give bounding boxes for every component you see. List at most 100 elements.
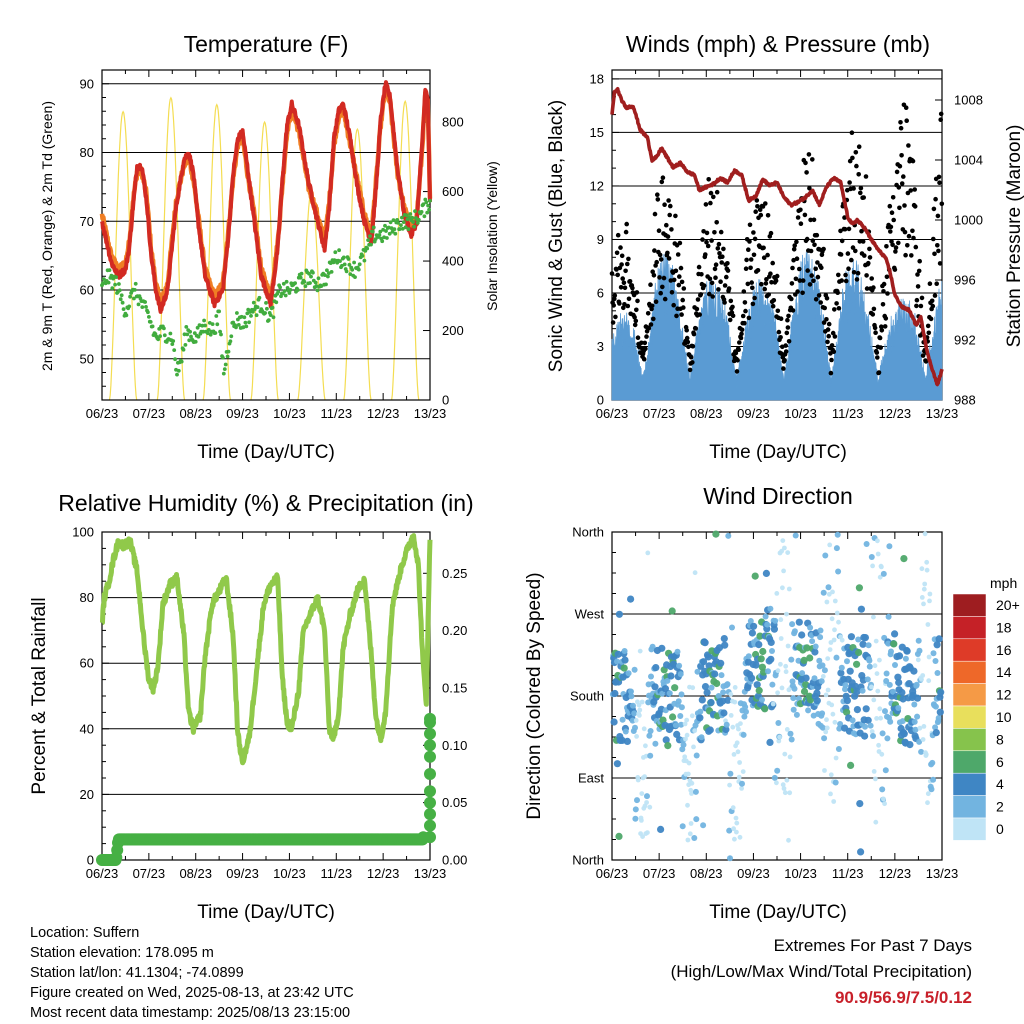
dewpoint-point [156,337,161,342]
gust-point [673,213,678,219]
gust-point [926,330,932,336]
direction-point [921,601,926,607]
direction-point [769,681,776,688]
direction-point [875,688,881,694]
gust-point [839,278,844,283]
direction-point [615,610,624,618]
gust-point [856,144,862,149]
gust-point [882,324,888,329]
direction-point [701,639,709,647]
gust-point [908,188,913,193]
direction-point [698,696,706,704]
direction-point [682,721,688,727]
gust-point [892,267,898,272]
direction-point [835,746,842,752]
y2-tick-label: 1004 [954,153,983,168]
gust-point [681,305,686,310]
direction-point [869,729,875,734]
direction-point [836,725,843,732]
direction-point [684,717,690,723]
direction-point [610,718,618,726]
gust-point [714,220,719,225]
direction-point [837,669,845,677]
direction-point [732,685,738,690]
y2-tick-label: 0.05 [442,795,467,810]
dewpoint-point [168,331,173,336]
direction-point [900,555,908,563]
dewpoint-point [184,325,189,329]
gust-point [701,283,707,288]
gust-point [738,335,744,341]
precip-points [96,712,436,866]
gust-point [838,252,844,257]
direction-point [891,630,899,638]
legend-label: 4 [996,776,1004,792]
direction-point [628,688,634,695]
direction-point [718,672,725,679]
direction-point [843,697,852,705]
gust-point [713,262,719,268]
dewpoint-point [243,320,248,325]
direction-point [872,663,878,669]
gust-point [828,370,834,376]
dewpoint-point [412,224,416,229]
direction-point [769,648,775,654]
dewpoint-point [428,198,432,203]
gust-point [741,289,747,294]
direction-point [926,678,932,684]
gust-point [782,357,787,363]
dewpoint-point [196,334,201,339]
direction-point [726,827,733,834]
gust-point [730,313,736,319]
direction-point [706,726,714,734]
direction-point [877,657,882,663]
gust-point [776,329,782,335]
gust-point [825,327,831,332]
gust-point [819,265,824,271]
direction-point [712,530,720,538]
gust-point [662,202,667,207]
gust-point [768,230,774,236]
direction-point [780,538,786,543]
gust-point [763,201,768,206]
direction-point [693,752,700,759]
gust-point [864,273,869,278]
gust-point [755,268,761,273]
gust-point [867,255,873,260]
direction-point [637,648,643,654]
dewpoint-point [366,238,370,243]
direction-point [915,657,921,663]
gust-point [775,308,781,314]
plot-frame [101,531,431,861]
gust-point [849,257,854,263]
gust-point [857,239,863,244]
gust-point [764,277,769,282]
dewpoint-point [218,329,223,334]
dewpoint-point [150,324,155,329]
gust-point [876,370,882,375]
gust-point [937,180,942,185]
direction-point [625,670,632,677]
gust-point [737,340,742,345]
gust-point [751,230,756,235]
extremes-heading: Extremes For Past 7 Days [773,936,972,955]
dewpoint-point [401,220,406,225]
direction-point [855,636,862,643]
dewpoint-point [264,301,268,305]
gust-point [890,195,896,200]
gust-point [826,333,831,339]
direction-point [847,633,856,641]
gust-point [910,158,916,164]
gust-point [918,303,924,309]
dewpoint-point [263,311,267,315]
direction-point [915,637,922,644]
direction-point [786,837,791,843]
gust-point [634,290,640,295]
winds-title: Winds (mph) & Pressure (mb) [626,31,930,57]
x-tick-label: 07/23 [133,866,166,881]
y-tick-label: South [570,689,604,704]
extremes-box: Extremes For Past 7 Days (High/Low/Max W… [671,933,972,1011]
gust-point [649,303,655,309]
gust-point [618,245,623,250]
dewpoint-point [346,257,351,261]
